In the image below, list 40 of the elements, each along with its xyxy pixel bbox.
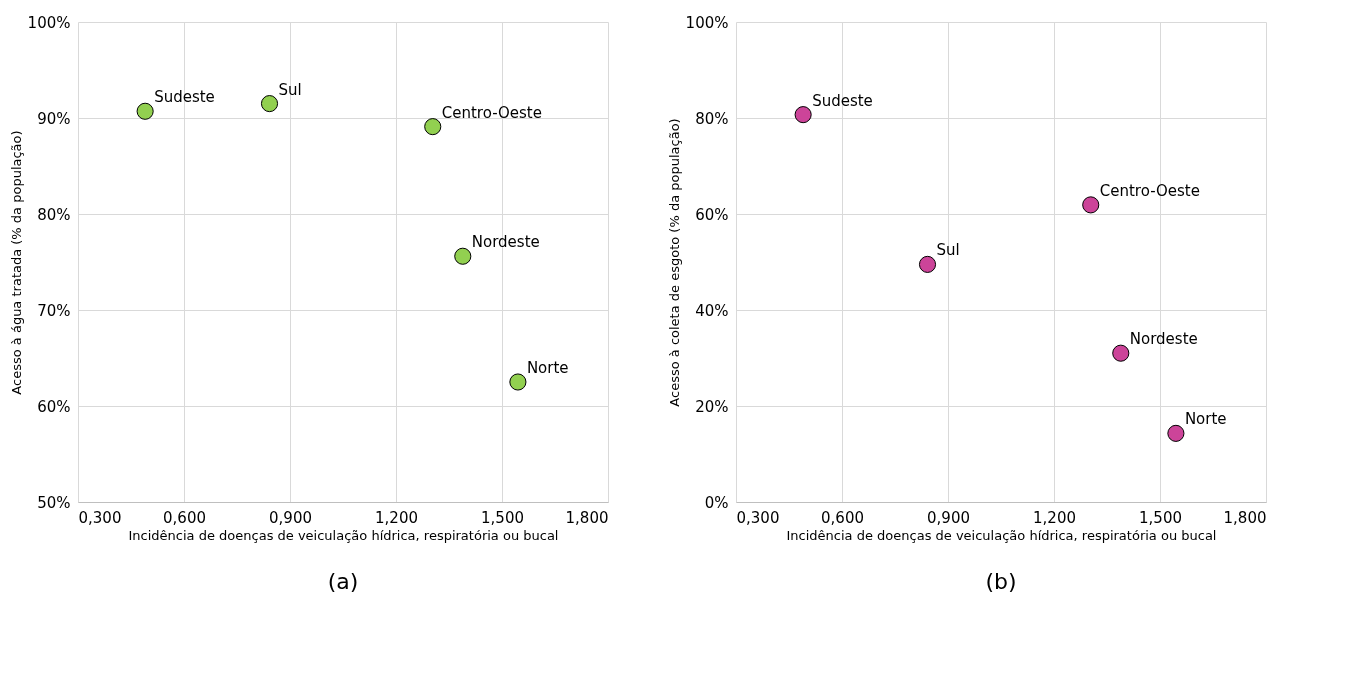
x-axis-title: Incidência de doenças de veiculação hídrica, respiratória ou bucal [786,527,1217,543]
x-tick-label: 0,900 [927,508,970,527]
x-tick-label: 1,200 [1033,508,1076,527]
y-tick-label: 80% [37,205,71,224]
text: (a) [327,569,359,594]
y-tick-label: 40% [695,301,729,320]
annotation: Sul [936,241,960,260]
y-tick-label: 60% [695,205,729,224]
annotation: Centro-Oeste [441,103,542,122]
x-tick-label: 1,200 [375,508,418,527]
y-tick-label: 80% [695,109,729,128]
annotation: Norte [1184,410,1227,429]
annotation: Sudeste [812,91,873,110]
x-axis-title: Incidência de doenças de veiculação hídrica, respiratória ou bucal [128,527,559,543]
y-tick-label: 20% [695,397,729,416]
x-tick-label: 1,800 [565,508,609,527]
x-tick-label: 0,300 [736,508,780,527]
annotation: Nordeste [1129,330,1198,349]
y-tick-label: 50% [37,493,71,512]
y-tick-label: 100% [685,13,729,32]
y-tick-label: 90% [37,109,71,128]
annotation: Nordeste [471,233,540,252]
x-tick-label: 1,500 [1139,508,1182,527]
x-tick-label: 0,600 [821,508,864,527]
x-tick-label: 1,800 [1223,508,1267,527]
y-tick-label: 70% [37,301,71,320]
annotation: Sudeste [154,88,215,107]
x-tick-label: 0,900 [269,508,312,527]
x-tick-label: 0,600 [163,508,206,527]
y-tick-label: 60% [37,397,71,416]
x-tick-label: 0,300 [78,508,122,527]
text: (b) [985,569,1017,594]
y-tick-label: 100% [27,13,71,32]
y-tick-label: 0% [704,493,729,512]
annotation: Centro-Oeste [1099,181,1200,200]
x-tick-label: 1,500 [481,508,524,527]
annotation: Norte [526,359,569,377]
annotation: Sul [278,80,302,99]
y-axis-title: Acesso à água tratada (% da população) [8,130,24,395]
y-axis-title: Acesso à coleta de esgoto (% da população) [666,118,682,407]
